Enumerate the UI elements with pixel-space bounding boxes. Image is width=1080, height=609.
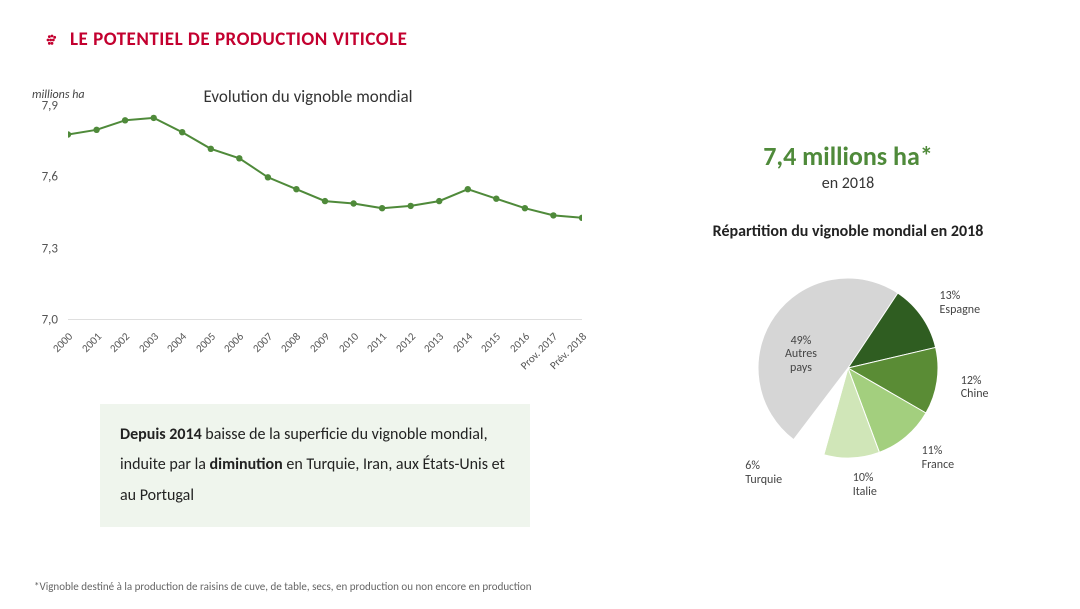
x-tick: 2004 bbox=[164, 330, 189, 355]
x-tick: 2014 bbox=[450, 330, 475, 355]
x-tick: 2007 bbox=[250, 330, 275, 355]
pie-chart-title: Répartition du vignoble mondial en 2018 bbox=[658, 222, 1038, 242]
line-chart-plot bbox=[68, 106, 582, 320]
y-tick: 7,9 bbox=[42, 99, 58, 114]
page-title: LE POTENTIEL DE PRODUCTION VITICOLE bbox=[70, 28, 407, 51]
line-chart: millions ha Evolution du vignoble mondia… bbox=[28, 96, 588, 356]
line-chart-title: Evolution du vignoble mondial bbox=[28, 86, 588, 107]
x-tick: 2006 bbox=[222, 330, 247, 355]
x-tick: 2001 bbox=[79, 330, 104, 355]
pie-slice-label: 11%France bbox=[922, 445, 955, 473]
grape-icon bbox=[44, 32, 60, 48]
page-header: LE POTENTIEL DE PRODUCTION VITICOLE bbox=[0, 0, 1080, 51]
x-tick: 2013 bbox=[421, 330, 446, 355]
y-axis: 7,07,37,67,9 bbox=[28, 106, 64, 320]
pie-slice-label: 10%Italie bbox=[853, 472, 877, 500]
pie-chart: Répartition du vignoble mondial en 2018 … bbox=[658, 222, 1038, 508]
x-axis-labels: 2000200120022003200420052006200720082009… bbox=[68, 320, 582, 368]
pie-slice-label: 6%Turquie bbox=[745, 460, 782, 488]
headline-sub: en 2018 bbox=[658, 174, 1038, 193]
footnote: *Vignoble destiné à la production de rai… bbox=[34, 580, 532, 593]
x-tick: 2005 bbox=[193, 330, 218, 355]
y-tick: 7,0 bbox=[42, 313, 58, 328]
x-tick: 2008 bbox=[279, 330, 304, 355]
pie-slice-label: 13%Espagne bbox=[940, 290, 981, 318]
x-tick: 2000 bbox=[50, 330, 75, 355]
x-tick: 2010 bbox=[336, 330, 361, 355]
x-tick: 2012 bbox=[393, 330, 418, 355]
y-tick: 7,6 bbox=[42, 170, 58, 185]
x-tick: 2015 bbox=[479, 330, 504, 355]
y-tick: 7,3 bbox=[42, 241, 58, 256]
x-tick: 2003 bbox=[136, 330, 161, 355]
x-tick: 2009 bbox=[307, 330, 332, 355]
x-tick: 2002 bbox=[107, 330, 132, 355]
headline-value: 7,4 millions ha* bbox=[658, 140, 1038, 172]
pie-slice-label: 49%Autrespays bbox=[785, 335, 817, 376]
pie-slice-label: 12%Chine bbox=[961, 375, 989, 403]
headline: 7,4 millions ha* en 2018 bbox=[658, 140, 1038, 193]
callout-box: Depuis 2014 baisse de la superficie du v… bbox=[100, 404, 530, 527]
x-tick: 2011 bbox=[364, 330, 389, 355]
